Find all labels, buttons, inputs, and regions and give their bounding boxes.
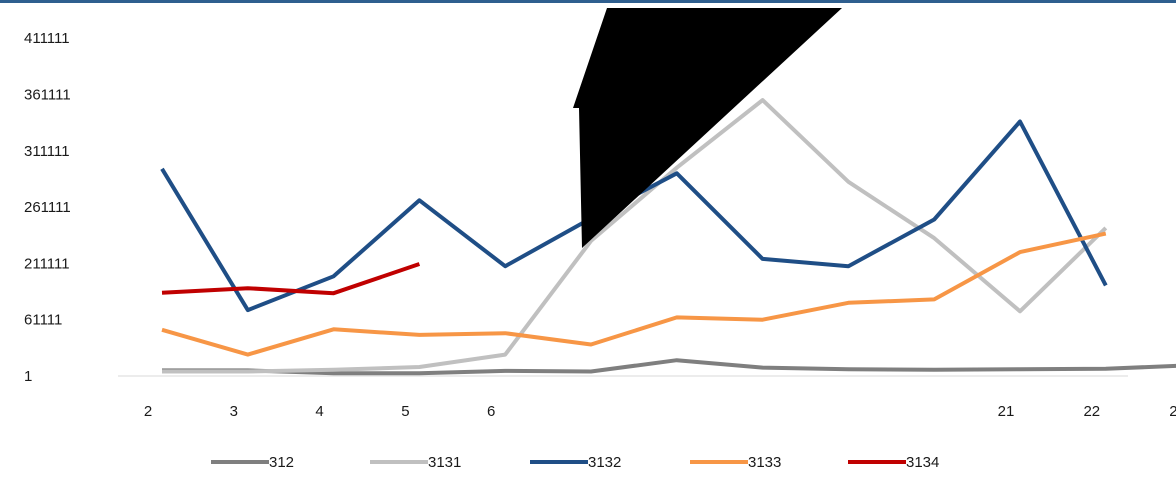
legend: 312 3131 3132 3133 3134 bbox=[211, 454, 939, 471]
legend-label-3133: 3133 bbox=[748, 454, 781, 471]
series-line-312 bbox=[162, 358, 1176, 376]
x-tick-label: 2 bbox=[144, 403, 152, 420]
y-tick-label: 411111 bbox=[24, 30, 70, 47]
x-tick-label: 4 bbox=[315, 403, 323, 420]
top-border-line bbox=[0, 0, 1176, 3]
x-tick-label: 21 bbox=[998, 403, 1015, 420]
legend-label-3131: 3131 bbox=[428, 454, 461, 471]
series-line-3133 bbox=[161, 231, 1107, 357]
y-tick-label: 311111 bbox=[24, 143, 70, 160]
y-tick-label: 261111 bbox=[24, 199, 71, 216]
y-tick-label: 61111 bbox=[24, 312, 62, 329]
legend-label-3134: 3134 bbox=[906, 454, 939, 471]
x-tick-label: 3 bbox=[230, 403, 238, 420]
legend-label-3132: 3132 bbox=[588, 454, 621, 471]
series-layer bbox=[160, 98, 1176, 376]
series-line-3134 bbox=[161, 262, 421, 296]
legend-label-312: 312 bbox=[269, 454, 294, 471]
x-tick-label: 23 bbox=[1169, 403, 1176, 420]
y-tick-label: 211111 bbox=[24, 255, 70, 272]
y-tick-label: 361111 bbox=[24, 87, 71, 104]
x-tick-label: 5 bbox=[401, 403, 409, 420]
series-line-3131 bbox=[162, 98, 1108, 374]
x-tick-label: 22 bbox=[1083, 403, 1100, 420]
y-tick-label: 1 bbox=[24, 368, 32, 385]
black-overlay-shape bbox=[573, 8, 842, 248]
x-tick-label: 6 bbox=[487, 403, 495, 420]
